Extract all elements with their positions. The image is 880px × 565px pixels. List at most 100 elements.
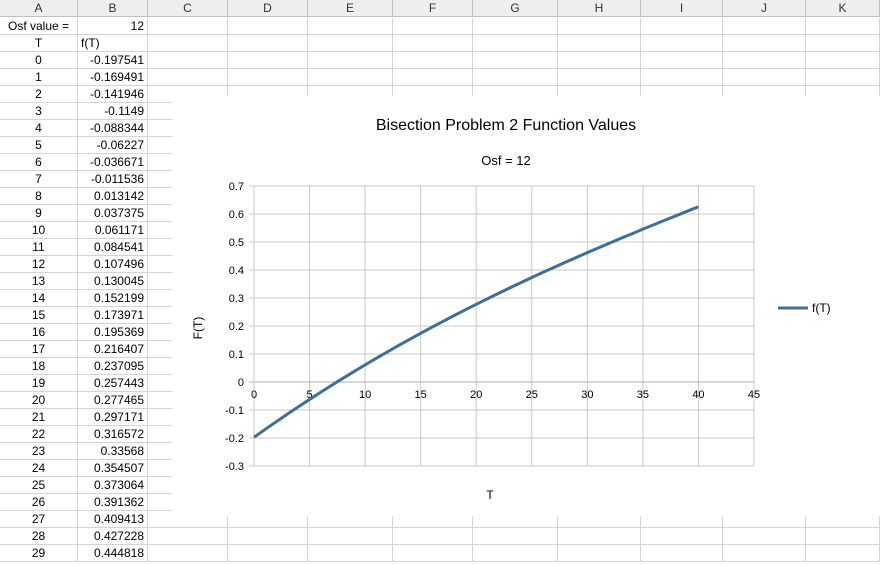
cell-t-value[interactable]: 3 (0, 103, 78, 120)
cell-t-value[interactable]: 9 (0, 205, 78, 222)
column-header-j[interactable]: J (723, 0, 806, 17)
cell-f-value[interactable]: -0.011536 (78, 171, 148, 188)
cell-f-value[interactable]: 0.297171 (78, 409, 148, 426)
cell-t-value[interactable]: 14 (0, 290, 78, 307)
column-header-e[interactable]: E (308, 0, 393, 17)
empty-cell[interactable] (558, 35, 641, 52)
empty-cell[interactable] (308, 528, 393, 545)
cell-f-value[interactable]: 0.257443 (78, 375, 148, 392)
empty-cell[interactable] (148, 35, 228, 52)
empty-cell[interactable] (228, 528, 308, 545)
cell-a1[interactable]: Osf value = (0, 18, 78, 35)
cell-f-value[interactable]: 0.013142 (78, 188, 148, 205)
empty-cell[interactable] (148, 18, 228, 35)
cell-t-value[interactable]: 11 (0, 239, 78, 256)
cell-f-value[interactable]: 0.354507 (78, 460, 148, 477)
empty-cell[interactable] (473, 18, 558, 35)
column-header-c[interactable]: C (148, 0, 228, 17)
line-chart[interactable]: Bisection Problem 2 Function Values Osf … (172, 96, 880, 516)
empty-cell[interactable] (473, 52, 558, 69)
cell-f-value[interactable]: -0.1149 (78, 103, 148, 120)
cell-f-value[interactable]: 0.316572 (78, 426, 148, 443)
cell-t-value[interactable]: 23 (0, 443, 78, 460)
cell-t-value[interactable]: 10 (0, 222, 78, 239)
empty-cell[interactable] (558, 69, 641, 86)
empty-cell[interactable] (473, 35, 558, 52)
empty-cell[interactable] (228, 69, 308, 86)
cell-t-value[interactable]: 19 (0, 375, 78, 392)
empty-cell[interactable] (558, 511, 641, 528)
empty-cell[interactable] (806, 52, 880, 69)
empty-cell[interactable] (393, 52, 473, 69)
empty-cell[interactable] (641, 35, 723, 52)
empty-cell[interactable] (393, 69, 473, 86)
cell-t-value[interactable]: 5 (0, 137, 78, 154)
cell-t-value[interactable]: 25 (0, 477, 78, 494)
empty-cell[interactable] (806, 18, 880, 35)
empty-cell[interactable] (228, 511, 308, 528)
cell-f-value[interactable]: 0.084541 (78, 239, 148, 256)
empty-cell[interactable] (723, 511, 806, 528)
empty-cell[interactable] (723, 52, 806, 69)
column-header-g[interactable]: G (473, 0, 558, 17)
cell-t-value[interactable]: 22 (0, 426, 78, 443)
empty-cell[interactable] (148, 52, 228, 69)
column-header-a[interactable]: A (0, 0, 78, 17)
cell-t-value[interactable]: 18 (0, 358, 78, 375)
cell-t-value[interactable]: 17 (0, 341, 78, 358)
empty-cell[interactable] (806, 528, 880, 545)
cell-t-value[interactable]: 7 (0, 171, 78, 188)
empty-cell[interactable] (558, 545, 641, 562)
cell-b1[interactable]: 12 (78, 18, 148, 35)
empty-cell[interactable] (228, 545, 308, 562)
empty-cell[interactable] (641, 545, 723, 562)
cell-f-value[interactable]: 0.130045 (78, 273, 148, 290)
empty-cell[interactable] (558, 528, 641, 545)
empty-cell[interactable] (308, 511, 393, 528)
empty-cell[interactable] (393, 528, 473, 545)
empty-cell[interactable] (393, 545, 473, 562)
cell-f-value[interactable]: 0.444818 (78, 545, 148, 562)
empty-cell[interactable] (393, 511, 473, 528)
empty-cell[interactable] (228, 52, 308, 69)
cell-a2[interactable]: T (0, 35, 78, 52)
cell-t-value[interactable]: 0 (0, 52, 78, 69)
cell-f-value[interactable]: 0.107496 (78, 256, 148, 273)
empty-cell[interactable] (473, 545, 558, 562)
column-header-i[interactable]: I (641, 0, 723, 17)
empty-cell[interactable] (228, 18, 308, 35)
column-header-f[interactable]: F (393, 0, 473, 17)
cell-f-value[interactable]: 0.152199 (78, 290, 148, 307)
cell-b2[interactable]: f(T) (78, 35, 148, 52)
empty-cell[interactable] (473, 511, 558, 528)
cell-t-value[interactable]: 13 (0, 273, 78, 290)
cell-f-value[interactable]: 0.391362 (78, 494, 148, 511)
cell-t-value[interactable]: 15 (0, 307, 78, 324)
column-header-b[interactable]: B (78, 0, 148, 17)
empty-cell[interactable] (148, 528, 228, 545)
cell-t-value[interactable]: 12 (0, 256, 78, 273)
cell-f-value[interactable]: 0.33568 (78, 443, 148, 460)
empty-cell[interactable] (806, 35, 880, 52)
cell-t-value[interactable]: 28 (0, 528, 78, 545)
empty-cell[interactable] (723, 528, 806, 545)
empty-cell[interactable] (723, 69, 806, 86)
empty-cell[interactable] (308, 69, 393, 86)
empty-cell[interactable] (723, 18, 806, 35)
cell-f-value[interactable]: 0.216407 (78, 341, 148, 358)
cell-f-value[interactable]: -0.141946 (78, 86, 148, 103)
empty-cell[interactable] (148, 511, 228, 528)
empty-cell[interactable] (473, 528, 558, 545)
cell-t-value[interactable]: 29 (0, 545, 78, 562)
cell-t-value[interactable]: 16 (0, 324, 78, 341)
cell-f-value[interactable]: 0.037375 (78, 205, 148, 222)
cell-t-value[interactable]: 26 (0, 494, 78, 511)
empty-cell[interactable] (641, 18, 723, 35)
cell-f-value[interactable]: -0.06227 (78, 137, 148, 154)
cell-f-value[interactable]: 0.237095 (78, 358, 148, 375)
empty-cell[interactable] (308, 35, 393, 52)
cell-f-value[interactable]: -0.088344 (78, 120, 148, 137)
empty-cell[interactable] (806, 545, 880, 562)
cell-f-value[interactable]: -0.197541 (78, 52, 148, 69)
empty-cell[interactable] (148, 69, 228, 86)
